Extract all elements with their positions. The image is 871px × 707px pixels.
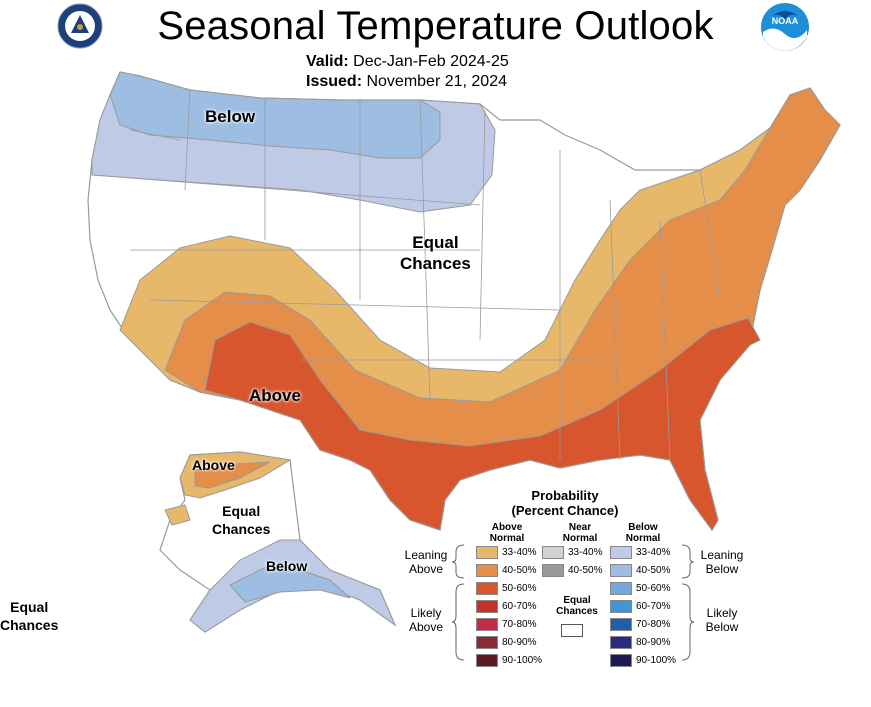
legend-swatch-above-1: [476, 564, 498, 577]
legend-swatch-near-0: [542, 546, 564, 559]
legend-swatch-above-4: [476, 618, 498, 631]
legend-label-above-2: 50-60%: [502, 583, 537, 594]
legend-label-near-0: 33-40%: [568, 547, 603, 558]
legend-label-below-3: 60-70%: [636, 601, 671, 612]
label-equal-chances-hawaii: Equal Chances: [0, 598, 58, 634]
legend-swatch-below-2: [610, 582, 632, 595]
label-equal-conus-line2: Chances: [400, 254, 471, 273]
commerce-seal-logo: [57, 3, 103, 49]
legend-title-line1: Probability: [531, 488, 599, 503]
legend-swatch-above-3: [476, 600, 498, 613]
legend-swatch-near-1: [542, 564, 564, 577]
issued-line: Issued: November 21, 2024: [306, 73, 507, 91]
label-above-conus: Above: [249, 386, 301, 405]
leaning-above-line1: Leaning: [404, 548, 448, 562]
likely-below-line2: Below: [705, 620, 739, 634]
leaning-above-line2: Above: [408, 562, 444, 576]
legend-label-above-0: 33-40%: [502, 547, 537, 558]
legend-head-below-2: Normal: [625, 533, 661, 544]
alaska-above-west: [164, 504, 191, 526]
legend-head-above-1: Above: [491, 522, 523, 533]
legend-swatch-below-4: [610, 618, 632, 631]
issued-label: Issued:: [306, 73, 363, 90]
label-equal-alaska-line2: Chances: [212, 521, 271, 537]
label-below-conus: Below: [205, 107, 256, 126]
legend-label-above-4: 70-80%: [502, 619, 537, 630]
label-above-alaska: Above: [192, 457, 235, 473]
state-borders: [91, 89, 721, 461]
leaning-below-line1: Leaning: [700, 548, 744, 562]
likely-above-line1: Likely: [410, 606, 442, 620]
legend-group-leaning-below: Leaning Below: [694, 548, 750, 576]
label-equal-chances-conus: Equal Chances: [400, 232, 471, 274]
legend-label-below-0: 33-40%: [636, 547, 671, 558]
legend-head-below: Below Normal: [618, 522, 668, 544]
legend-group-likely-below: Likely Below: [694, 606, 750, 634]
noaa-logo: NOAA: [760, 2, 810, 52]
legend-label-above-1: 40-50%: [502, 565, 537, 576]
legend-equal-line1: Equal: [563, 595, 591, 606]
legend-label-below-6: 90-100%: [636, 655, 677, 666]
issued-value: November 21, 2024: [366, 73, 507, 90]
legend-head-near: Near Normal: [555, 522, 605, 544]
legend-swatch-above-6: [476, 654, 498, 667]
legend-swatch-below-1: [610, 564, 632, 577]
legend-head-above-2: Normal: [489, 533, 525, 544]
legend-swatch-below-3: [610, 600, 632, 613]
page-title: Seasonal Temperature Outlook: [157, 4, 714, 48]
legend-head-below-1: Below: [628, 522, 658, 533]
legend-group-likely-above: Likely Above: [398, 606, 454, 634]
label-equal-hawaii-line2: Chances: [0, 617, 59, 633]
legend-title-line2: (Percent Chance): [511, 503, 619, 518]
legend-swatch-above-0: [476, 546, 498, 559]
legend-swatch-below-5: [610, 636, 632, 649]
label-equal-alaska-line1: Equal: [222, 503, 261, 519]
valid-line: Valid: Dec-Jan-Feb 2024-25: [306, 53, 509, 71]
legend-title: Probability (Percent Chance): [480, 488, 650, 518]
legend-equal-chances: Equal Chances: [551, 595, 603, 617]
valid-value: Dec-Jan-Feb 2024-25: [353, 53, 509, 70]
legend-label-below-1: 40-50%: [636, 565, 671, 576]
likely-above-line2: Above: [408, 620, 444, 634]
legend-swatch-equal-chances: [561, 624, 583, 637]
label-below-alaska: Below: [266, 558, 308, 574]
legend-head-near-2: Normal: [562, 533, 598, 544]
legend-head-above: Above Normal: [482, 522, 532, 544]
noaa-logo-text: NOAA: [771, 16, 799, 26]
leaning-below-line2: Below: [705, 562, 739, 576]
commerce-seal-icon: [57, 3, 103, 49]
legend-swatch-below-0: [610, 546, 632, 559]
legend-label-below-4: 70-80%: [636, 619, 671, 630]
above-strong-region: [204, 317, 761, 531]
noaa-logo-icon: [761, 3, 809, 51]
legend-label-below-2: 50-60%: [636, 583, 671, 594]
legend-label-above-3: 60-70%: [502, 601, 537, 612]
legend-label-near-1: 40-50%: [568, 565, 603, 576]
alaska-above-medium: [194, 461, 271, 489]
legend-label-below-5: 80-90%: [636, 637, 671, 648]
legend-label-above-6: 90-100%: [502, 655, 543, 666]
likely-below-line1: Likely: [706, 606, 738, 620]
legend-braces: [451, 544, 695, 661]
label-equal-hawaii-line1: Equal: [10, 599, 49, 615]
valid-label: Valid:: [306, 53, 349, 70]
legend-label-above-5: 80-90%: [502, 637, 537, 648]
legend-swatch-above-2: [476, 582, 498, 595]
legend-head-near-1: Near: [568, 522, 592, 533]
legend-equal-line2: Chances: [556, 606, 598, 617]
label-equal-chances-alaska: Equal Chances: [212, 502, 270, 538]
alaska-below-medium: [229, 564, 351, 603]
legend-swatch-above-5: [476, 636, 498, 649]
legend-group-leaning-above: Leaning Above: [398, 548, 454, 576]
label-equal-conus-line1: Equal: [412, 233, 459, 252]
legend-swatch-below-6: [610, 654, 632, 667]
